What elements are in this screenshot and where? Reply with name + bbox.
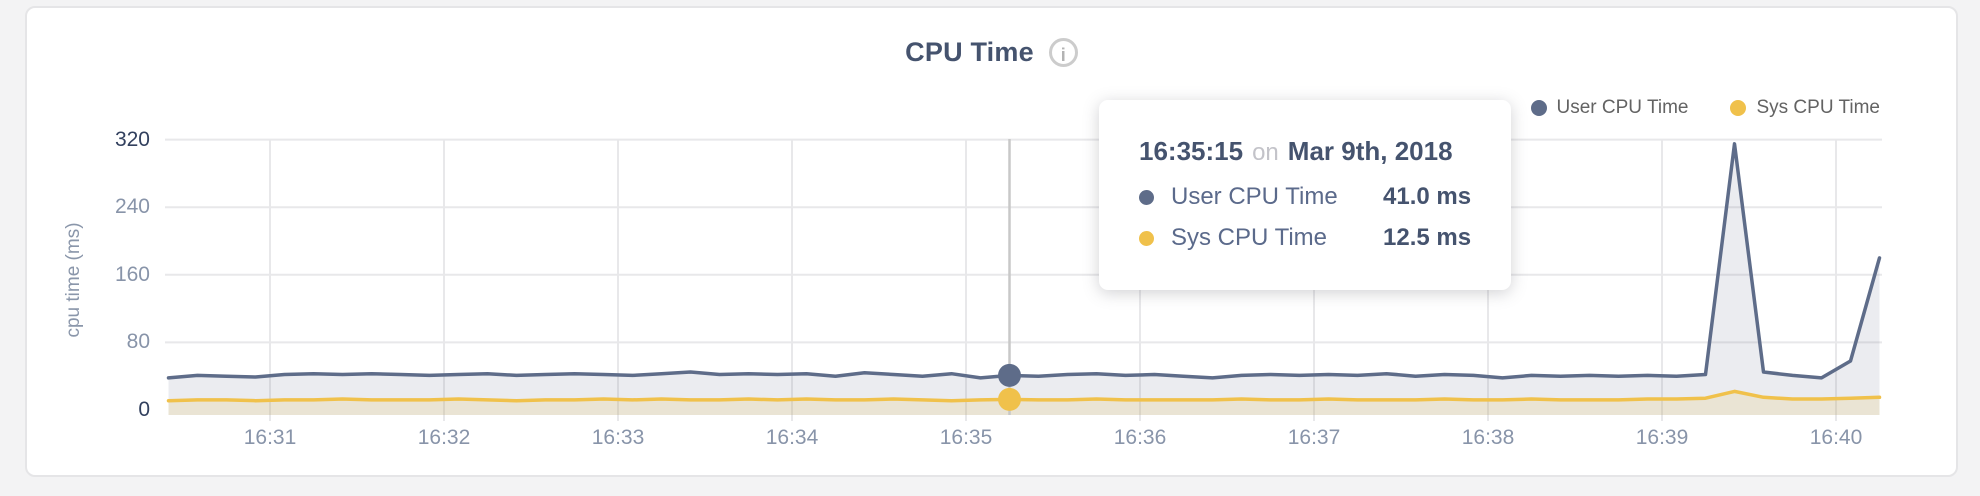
x-axis-tick: 16:36	[1113, 426, 1167, 449]
x-axis-tick: 16:37	[1287, 426, 1341, 449]
tooltip-row: Sys CPU Time 12.5 ms	[1139, 224, 1511, 252]
chart-legend: User CPU Time Sys CPU Time	[1530, 97, 1880, 119]
x-axis-tick: 16:31	[243, 426, 297, 449]
legend-item-sys-cpu-time[interactable]: Sys CPU Time	[1730, 97, 1880, 119]
y-axis-tick: 80	[126, 330, 150, 354]
chart-area[interactable]	[27, 8, 1956, 475]
chart-header: CPU Time i	[27, 34, 1956, 70]
x-axis-tick: 16:38	[1461, 426, 1515, 449]
y-axis-tick: 320	[114, 127, 150, 151]
y-axis-tick: 160	[114, 262, 150, 286]
info-icon[interactable]: i	[1048, 37, 1078, 67]
chart-tooltip: 16:35:15 on Mar 9th, 2018 User CPU Time 41.…	[1099, 100, 1511, 290]
x-axis-tick: 16:39	[1635, 426, 1689, 449]
x-axis-tick: 16:33	[591, 426, 645, 449]
x-axis-tick: 16:35	[939, 426, 993, 449]
chart-title: CPU Time	[905, 36, 1034, 67]
y-axis-tick: 0	[138, 398, 150, 421]
x-axis-tick: 16:34	[765, 426, 819, 449]
legend-item-user-cpu-time[interactable]: User CPU Time	[1530, 97, 1689, 119]
x-axis-tick: 16:32	[417, 426, 471, 449]
tooltip-series-label: User CPU Time	[1171, 183, 1338, 210]
tooltip-series-dot	[1139, 189, 1154, 205]
legend-dot	[1530, 100, 1547, 116]
tooltip-rows: User CPU Time 41.0 ms Sys CPU Time 12.5 ms	[1139, 183, 1511, 252]
tooltip-connector: on	[1252, 139, 1279, 166]
tooltip-date: Mar 9th, 2018	[1287, 136, 1453, 166]
tooltip-row: User CPU Time 41.0 ms	[1139, 183, 1511, 211]
cpu-time-chart-card: CPU Time i User CPU Time Sys CPU Time cpu…	[25, 6, 1958, 477]
tooltip-series-value: 41.0 ms	[1383, 183, 1472, 210]
tooltip-series-label: Sys CPU Time	[1171, 224, 1328, 251]
tooltip-header: 16:35:15 on Mar 9th, 2018	[1139, 136, 1511, 167]
tooltip-series-value: 12.5 ms	[1383, 224, 1472, 251]
tooltip-series-dot	[1139, 230, 1154, 246]
legend-dot	[1730, 100, 1747, 116]
legend-label: User CPU Time	[1556, 97, 1689, 118]
tooltip-time: 16:35:15	[1139, 136, 1244, 166]
legend-label: Sys CPU Time	[1756, 97, 1880, 118]
y-axis-tick: 240	[114, 195, 150, 219]
cpu-chart-svg	[165, 138, 1882, 421]
x-axis-tick: 16:40	[1809, 426, 1863, 449]
